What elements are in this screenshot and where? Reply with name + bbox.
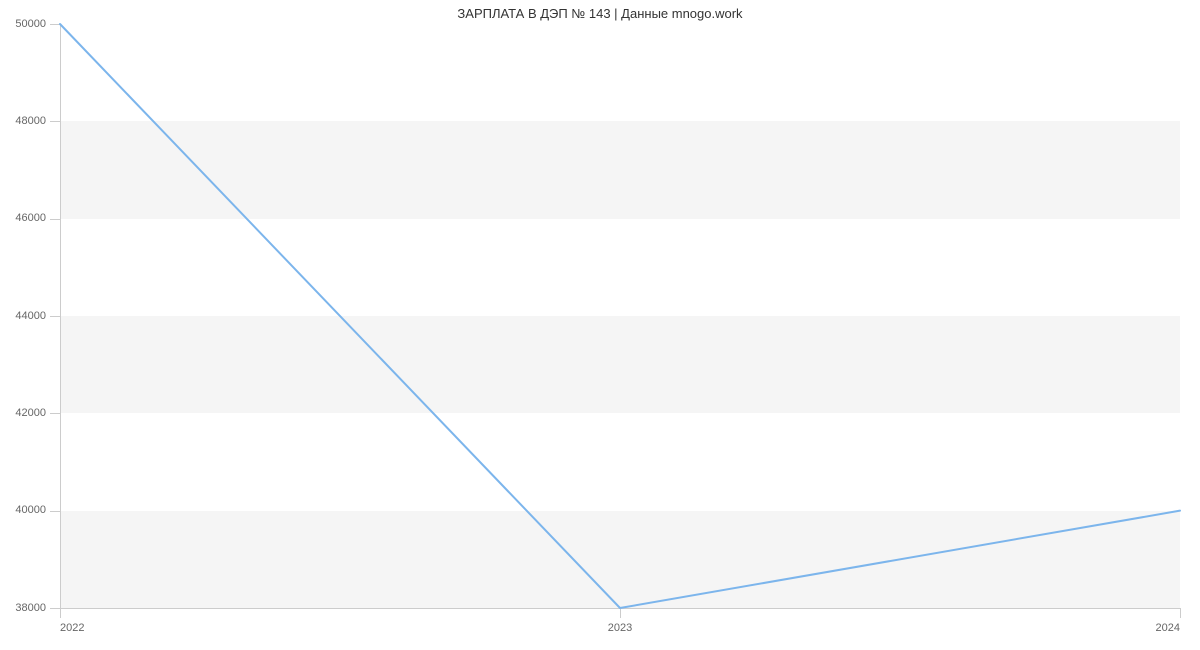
line-series-layer [60, 24, 1180, 608]
series-line-salary [60, 24, 1180, 608]
y-tick [50, 24, 60, 25]
y-tick-label: 42000 [15, 407, 46, 419]
y-tick-label: 44000 [15, 310, 46, 322]
y-tick-label: 46000 [15, 212, 46, 224]
chart-title: ЗАРПЛАТА В ДЭП № 143 | Данные mnogo.work [0, 6, 1200, 21]
y-tick-label: 50000 [15, 18, 46, 30]
y-tick [50, 608, 60, 609]
salary-line-chart: ЗАРПЛАТА В ДЭП № 143 | Данные mnogo.work… [0, 0, 1200, 650]
x-tick [620, 608, 621, 618]
x-tick-label: 2022 [60, 622, 84, 634]
y-tick-label: 48000 [15, 115, 46, 127]
x-tick-label: 2023 [608, 622, 632, 634]
y-tick [50, 511, 60, 512]
y-tick [50, 219, 60, 220]
plot-area [60, 24, 1180, 608]
y-tick [50, 413, 60, 414]
x-tick [1180, 608, 1181, 618]
x-tick-label: 2024 [1156, 622, 1180, 634]
y-tick-label: 40000 [15, 504, 46, 516]
y-tick-label: 38000 [15, 602, 46, 614]
y-tick [50, 316, 60, 317]
x-tick [60, 608, 61, 618]
y-tick [50, 121, 60, 122]
